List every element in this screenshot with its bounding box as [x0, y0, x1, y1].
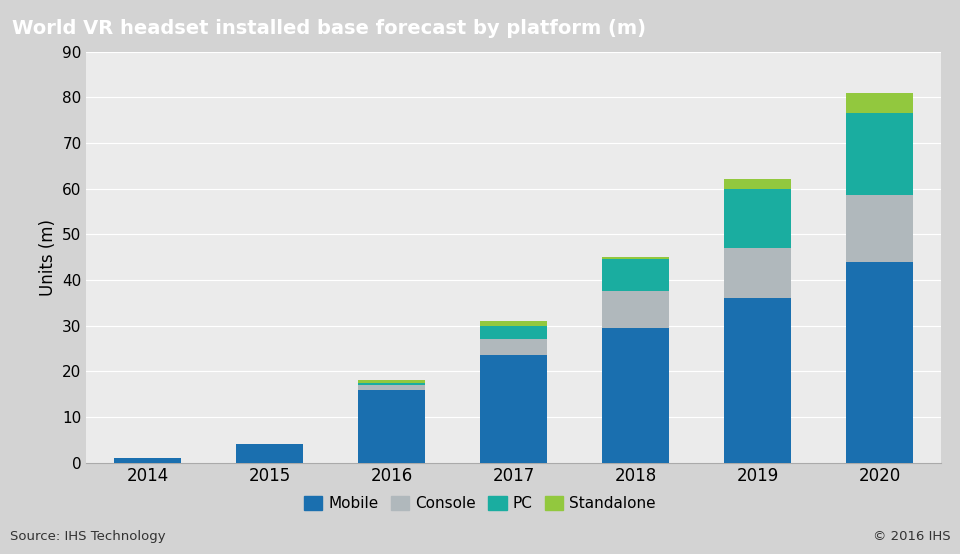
Bar: [724, 298, 791, 463]
Bar: [480, 339, 547, 355]
Bar: [602, 257, 669, 259]
Bar: [724, 248, 791, 298]
Bar: [480, 355, 547, 463]
Bar: [724, 179, 791, 188]
Bar: [724, 188, 791, 248]
Bar: [114, 458, 181, 463]
Bar: [846, 196, 913, 261]
Bar: [480, 321, 547, 326]
Y-axis label: Units (m): Units (m): [38, 219, 57, 295]
Bar: [358, 389, 425, 463]
Bar: [236, 444, 303, 463]
Text: World VR headset installed base forecast by platform (m): World VR headset installed base forecast…: [12, 19, 645, 38]
Bar: [480, 326, 547, 339]
Bar: [602, 328, 669, 463]
Bar: [358, 381, 425, 383]
Bar: [846, 113, 913, 196]
Text: © 2016 IHS: © 2016 IHS: [873, 530, 950, 543]
Bar: [602, 291, 669, 328]
Bar: [846, 261, 913, 463]
Bar: [358, 385, 425, 389]
Bar: [602, 259, 669, 291]
Legend: Mobile, Console, PC, Standalone: Mobile, Console, PC, Standalone: [298, 490, 662, 517]
Bar: [358, 383, 425, 385]
Text: Source: IHS Technology: Source: IHS Technology: [10, 530, 165, 543]
Bar: [846, 93, 913, 113]
